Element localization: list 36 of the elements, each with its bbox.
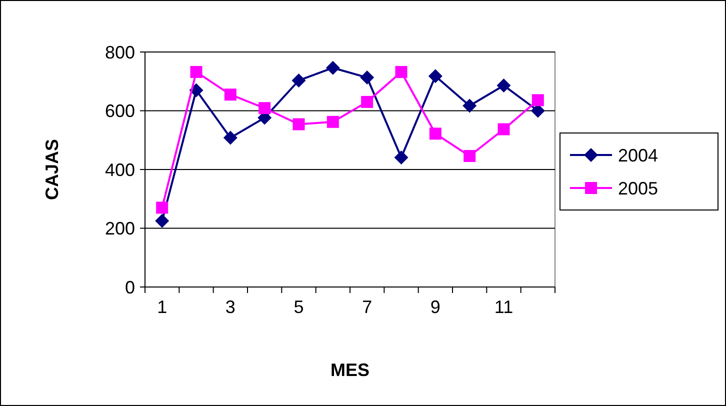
legend-label: 2005 [618,178,658,198]
point [155,214,170,228]
point [224,88,236,101]
point [394,150,408,164]
point [462,98,477,113]
point [498,123,510,136]
point [326,60,340,75]
x-tick-label: 3 [225,297,236,317]
y-tick-label: 600 [104,101,135,122]
point [360,70,374,85]
x-tick-label: 11 [494,297,514,317]
x-tick-label: 5 [294,297,304,317]
point [361,96,374,108]
point [496,78,511,92]
x-tick-label: 7 [362,297,372,317]
x-tick-label: 9 [430,297,440,317]
point [326,116,339,128]
x-tick-label: 1 [157,297,168,317]
y-tick-label: 200 [104,218,135,239]
y-axis-title: CAJAS [42,138,62,200]
point [258,102,271,114]
point [190,66,202,78]
point [429,128,442,140]
x-axis-title: MES [330,360,370,380]
y-tick-label: 800 [104,42,135,62]
point [428,69,442,84]
y-tick-label: 0 [124,277,135,298]
point [395,66,408,78]
point [292,73,306,88]
point [464,150,476,162]
point [156,202,168,214]
point [532,94,544,106]
point [292,118,305,130]
legend-label: 2004 [618,145,658,166]
point [223,130,238,145]
y-tick-label: 400 [104,160,135,180]
